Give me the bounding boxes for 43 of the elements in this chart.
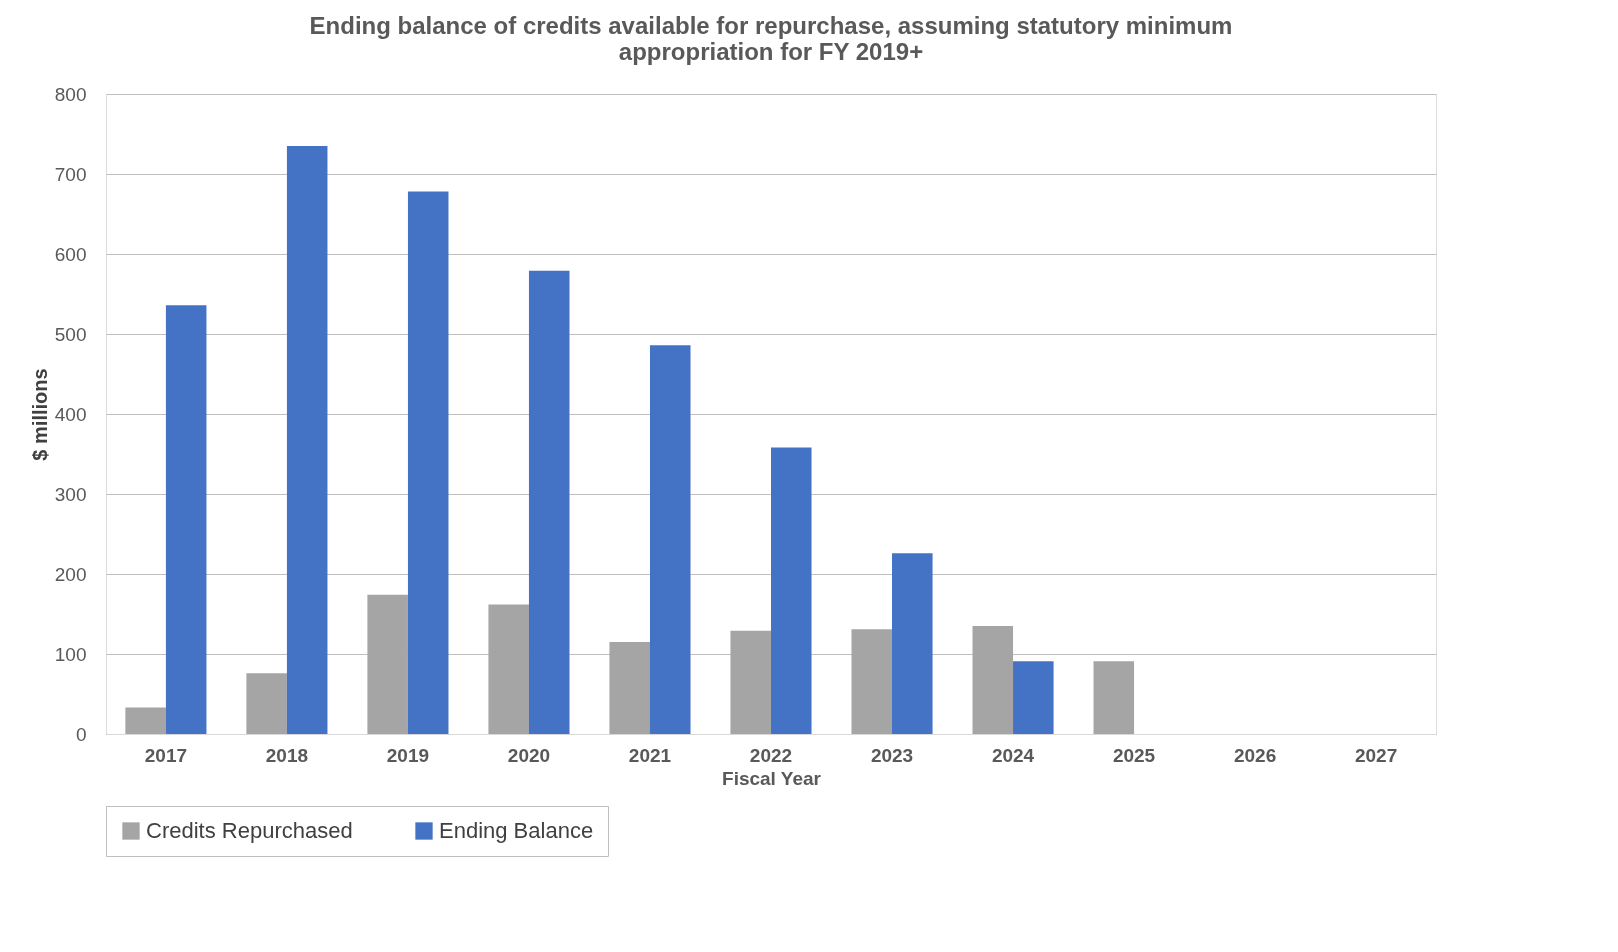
bar — [771, 447, 812, 734]
bar — [246, 673, 287, 734]
y-axis-title: $ millions — [28, 368, 51, 461]
bar — [609, 642, 650, 734]
bar — [407, 191, 449, 734]
bar — [1013, 661, 1054, 734]
bar — [892, 553, 933, 734]
bar — [649, 345, 691, 734]
y-tick-label: 600 — [54, 243, 87, 265]
x-tick-label: 2023 — [870, 744, 914, 766]
text: appropriation for FY 2019+ — [618, 38, 924, 65]
bar — [367, 594, 408, 734]
x-tick-label: 2025 — [1112, 744, 1156, 766]
y-tick-label: 0 — [75, 723, 87, 745]
bar — [1093, 661, 1135, 734]
legend-label: Credits Repurchased — [146, 818, 353, 843]
bar — [851, 629, 893, 734]
y-tick-label: 200 — [54, 563, 87, 585]
text: Ending balance of credits available for repurchase, assuming statutory minimum — [309, 12, 1233, 39]
y-tick-label: 800 — [54, 83, 87, 105]
legend-label: Ending Balance — [439, 818, 594, 843]
x-tick-label: 2020 — [507, 744, 551, 766]
bar — [286, 146, 328, 734]
y-tick-label: 100 — [54, 643, 87, 665]
y-tick-label: 700 — [54, 163, 87, 185]
x-tick-label: 2024 — [991, 744, 1035, 766]
y-tick-label: 300 — [54, 483, 87, 505]
y-tick-label: 500 — [54, 323, 87, 345]
bar — [165, 305, 207, 734]
x-axis-title: Fiscal Year — [722, 767, 822, 789]
bar — [730, 630, 771, 734]
bar — [488, 604, 529, 734]
x-tick-label: 2022 — [749, 744, 793, 766]
x-tick-label: 2017 — [144, 744, 188, 766]
y-tick-label: 400 — [54, 403, 87, 425]
bar — [125, 707, 166, 734]
bar — [972, 626, 1014, 734]
x-tick-label: 2019 — [386, 744, 430, 766]
x-tick-label: 2018 — [265, 744, 309, 766]
x-tick-label: 2027 — [1354, 744, 1398, 766]
x-tick-label: 2021 — [628, 744, 672, 766]
x-tick-label: 2026 — [1233, 744, 1277, 766]
bar — [528, 270, 570, 734]
